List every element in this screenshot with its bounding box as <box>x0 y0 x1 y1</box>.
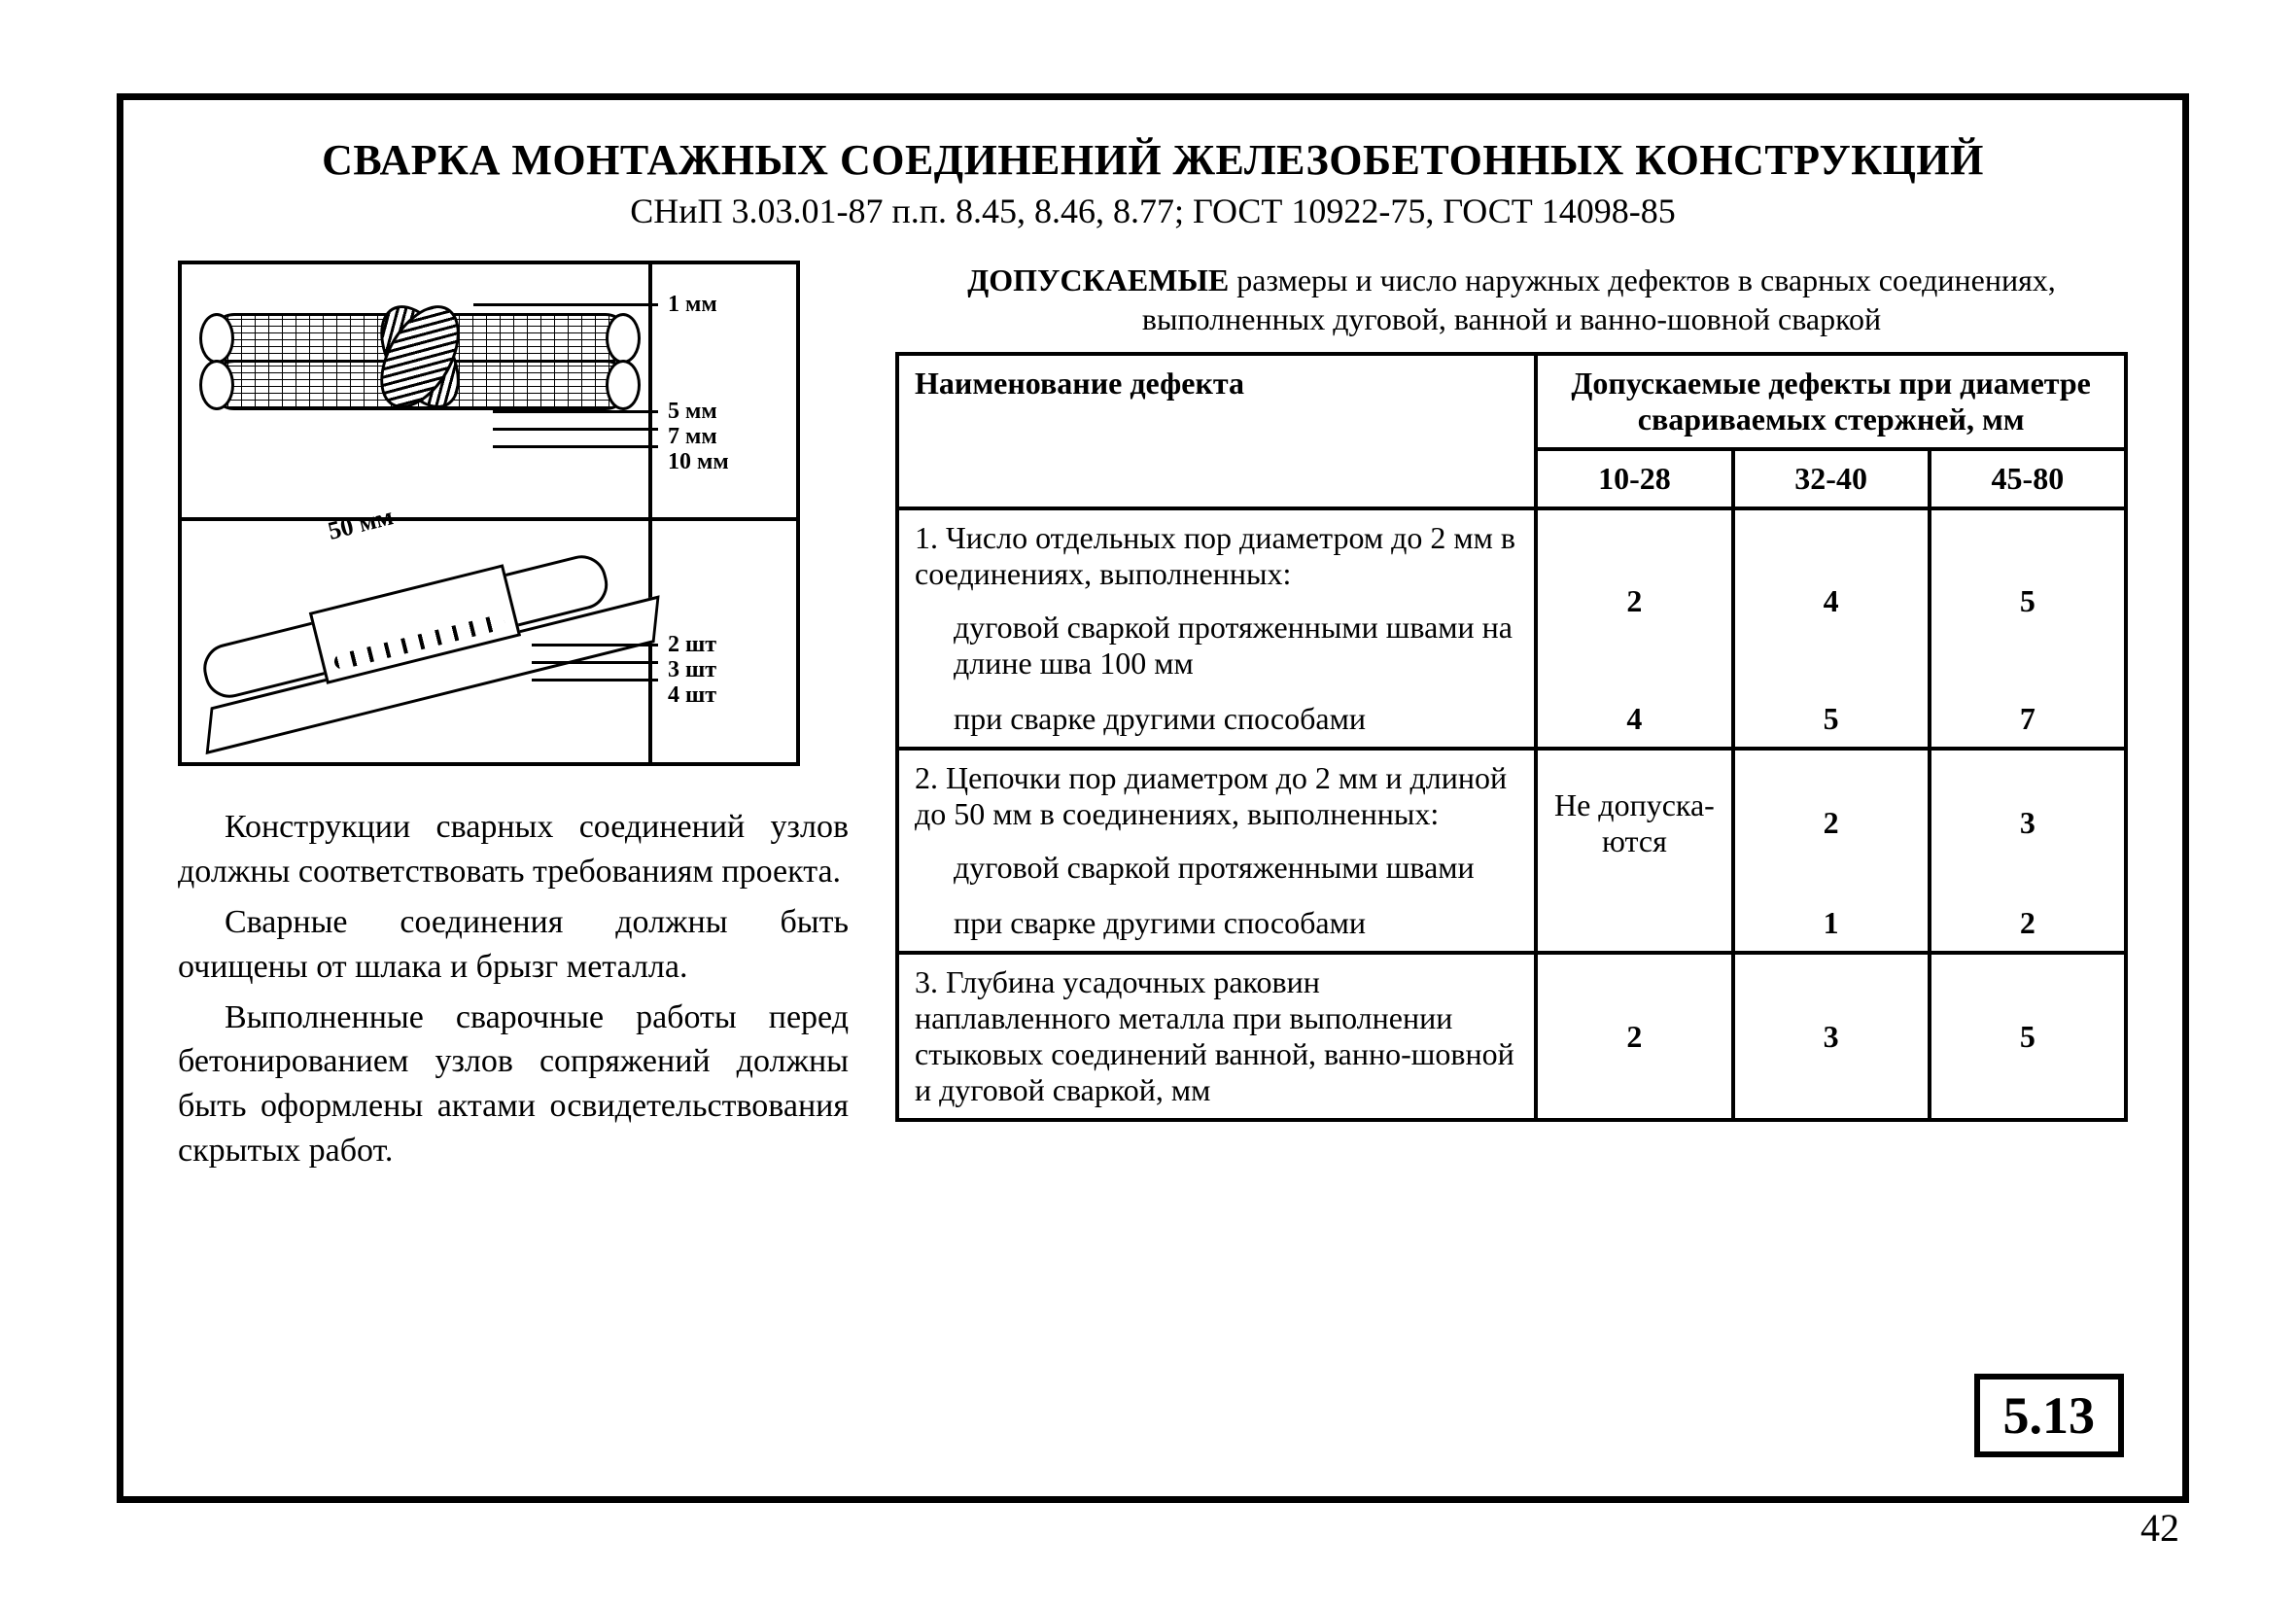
cell: 2 <box>1536 508 1732 691</box>
cell: 2 <box>1930 895 2126 953</box>
paragraph: Сварные соединения должны быть очищены о… <box>178 900 849 990</box>
leader-line <box>493 428 658 431</box>
page-title: СВАРКА МОНТАЖНЫХ СОЕДИНЕНИЙ ЖЕЛЕЗОБЕТОНН… <box>178 135 2128 185</box>
cell: 5 <box>1930 953 2126 1120</box>
table-caption: ДОПУСКАЕМЫЕ размеры и число наружных деф… <box>895 261 2128 338</box>
weld-seam-icon <box>376 294 464 420</box>
label-3pc: 3 шт <box>668 657 716 683</box>
leader-line <box>493 410 658 413</box>
leader-line <box>532 661 658 664</box>
cell: 2 <box>1536 953 1732 1120</box>
diagram-vline <box>648 264 652 762</box>
rebar-end-icon <box>606 313 641 364</box>
table-row: 2. Цепочки пор диаметром до 2 мм и длино… <box>897 749 2126 895</box>
cell: 5 <box>1930 508 2126 691</box>
rebar-end-icon <box>606 360 641 410</box>
col-range: 45-80 <box>1930 449 2126 508</box>
left-column: 50 мм 1 мм 5 мм 7 мм 10 мм 2 шт 3 шт 4 ш… <box>178 261 849 1179</box>
rebar-end-icon <box>199 360 234 410</box>
row-head: 3. Глубина усадочных раковин наплавленно… <box>915 964 1514 1107</box>
table-row: 3. Глубина усадочных раковин наплавленно… <box>897 953 2126 1120</box>
col-name: Наименование дефекта <box>897 354 1536 508</box>
row-head: 1. Число отдельных пор диаметром до 2 мм… <box>915 520 1518 592</box>
content-row: 50 мм 1 мм 5 мм 7 мм 10 мм 2 шт 3 шт 4 ш… <box>178 261 2128 1179</box>
row-sub: при сварке другими способами <box>915 905 1518 941</box>
right-column: ДОПУСКАЕМЫЕ размеры и число наружных деф… <box>895 261 2128 1122</box>
section-badge: 5.13 <box>1974 1374 2125 1457</box>
rebar-end-icon <box>199 313 234 364</box>
label-5mm: 5 мм <box>668 399 717 425</box>
cell: 7 <box>1930 691 2126 749</box>
cell <box>1536 895 1732 953</box>
row-head: 2. Цепочки пор диаметром до 2 мм и длино… <box>915 760 1518 832</box>
col-range: 32-40 <box>1733 449 1930 508</box>
page-subtitle: СНиП 3.03.01-87 п.п. 8.45, 8.46, 8.77; Г… <box>178 191 2128 231</box>
label-1mm: 1 мм <box>668 292 717 318</box>
cell: 1 <box>1733 895 1930 953</box>
table-row: 1. Число отдельных пор диаметром до 2 мм… <box>897 508 2126 691</box>
cell: 5 <box>1733 691 1930 749</box>
row-sub: дуговой сваркой протяженными швами <box>915 850 1518 886</box>
table-row: при сварке другими способами 4 5 7 <box>897 691 2126 749</box>
page-number: 42 <box>2140 1505 2179 1551</box>
table-caption-strong: ДОПУСКАЕМЫЕ <box>967 262 1229 297</box>
defects-table: Наименование дефекта Допускаемые дефекты… <box>895 352 2128 1122</box>
table-caption-rest: размеры и число наружных дефектов в свар… <box>1142 262 2056 336</box>
col-range: 10-28 <box>1536 449 1732 508</box>
label-2pc: 2 шт <box>668 632 716 658</box>
label-4pc: 4 шт <box>668 682 716 709</box>
diagram-bottom-assembly <box>176 463 616 741</box>
paragraph: Выполненные сварочные работы перед бетон… <box>178 996 849 1174</box>
leader-line <box>493 445 658 448</box>
row-sub: дуговой сваркой протяженными швами на дл… <box>915 610 1518 681</box>
cell: 4 <box>1733 508 1930 691</box>
page: СВАРКА МОНТАЖНЫХ СОЕДИНЕНИЙ ЖЕЛЕЗОБЕТОНН… <box>0 0 2296 1607</box>
diagram-frame: 50 мм 1 мм 5 мм 7 мм 10 мм 2 шт 3 шт 4 ш… <box>178 261 800 766</box>
cell: Не допуска-ются <box>1536 749 1732 895</box>
cell: 3 <box>1930 749 2126 895</box>
label-7mm: 7 мм <box>668 424 717 450</box>
leader-line <box>532 679 658 681</box>
paragraph: Конструкции сварных соединений узлов дол… <box>178 805 849 894</box>
cell: 3 <box>1733 953 1930 1120</box>
outer-frame: СВАРКА МОНТАЖНЫХ СОЕДИНЕНИЙ ЖЕЛЕЗОБЕТОНН… <box>117 93 2189 1503</box>
table-row: при сварке другими способами 1 2 <box>897 895 2126 953</box>
row-sub: при сварке другими способами <box>915 701 1518 737</box>
leader-line <box>473 303 658 306</box>
leader-line <box>532 644 658 646</box>
table-header-row: Наименование дефекта Допускаемые дефекты… <box>897 354 2126 449</box>
body-text: Конструкции сварных соединений узлов дол… <box>178 805 849 1173</box>
col-group: Допускаемые дефекты при диаметре сварива… <box>1536 354 2126 449</box>
cell: 2 <box>1733 749 1930 895</box>
cell: 4 <box>1536 691 1732 749</box>
label-10mm: 10 мм <box>668 449 729 475</box>
